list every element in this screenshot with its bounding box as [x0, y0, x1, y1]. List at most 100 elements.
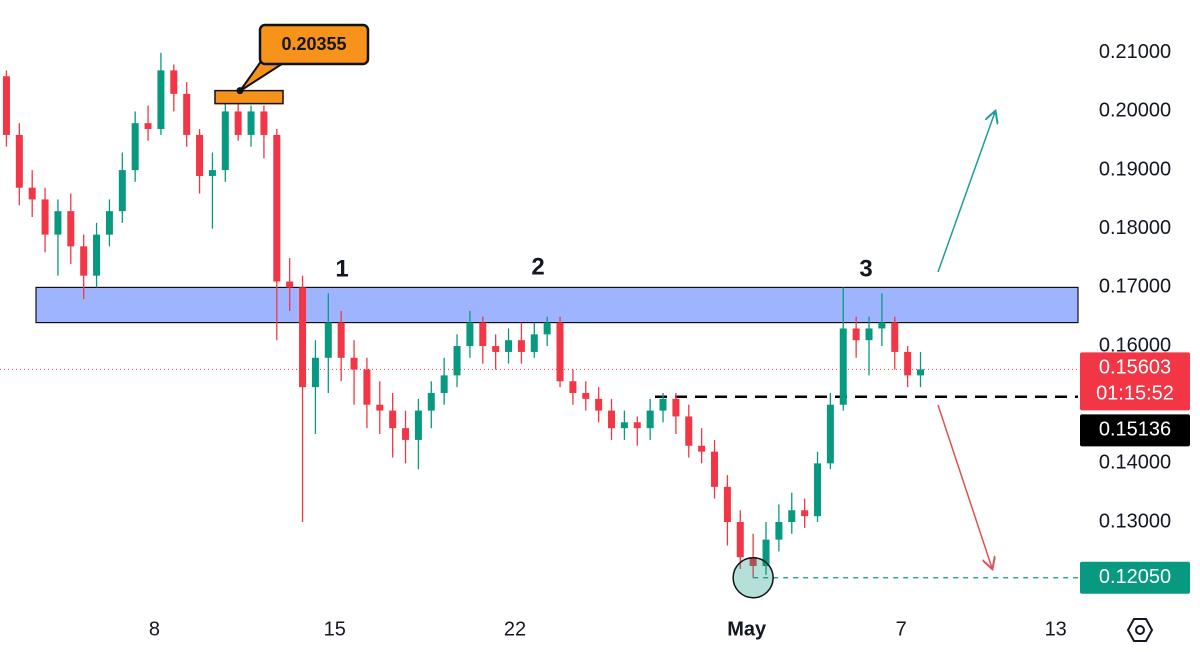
zone-layer: [35, 286, 1079, 324]
candle-body: [582, 392, 590, 399]
level-layer: [0, 368, 1078, 579]
touch-label: 2: [531, 253, 544, 280]
settings-icon[interactable]: [1126, 618, 1154, 642]
y-tick-label: 0.13000: [1099, 510, 1171, 532]
callout-dot: [236, 87, 244, 95]
up-arrow: [937, 112, 995, 273]
y-tick-label: 0.19000: [1099, 158, 1171, 180]
callout-label: 0.20355: [281, 34, 346, 54]
candle-body: [620, 422, 628, 429]
candle-body: [208, 170, 216, 176]
candle-body: [736, 522, 744, 558]
candle-body: [311, 357, 319, 388]
candle-body: [402, 428, 410, 440]
candle-body: [376, 404, 384, 411]
candle-body: [685, 416, 693, 446]
candle-body: [556, 322, 564, 382]
candle-body: [672, 398, 680, 417]
candle-body: [839, 328, 847, 405]
candle-body: [363, 369, 371, 405]
candle-body: [221, 111, 229, 171]
y-tick-label: 0.14000: [1099, 452, 1171, 474]
candle-body: [826, 404, 834, 464]
candle-body: [466, 322, 474, 347]
candle-body: [93, 234, 101, 276]
axis-layer: 0.130000.140000.150000.160000.170000.180…: [149, 41, 1171, 640]
candle-body: [530, 334, 538, 352]
candle-body: [196, 134, 204, 176]
candle-body: [2, 76, 10, 135]
candle-body: [814, 463, 822, 517]
candle-body: [28, 187, 36, 200]
candle-body: [286, 281, 294, 288]
candle-body: [67, 211, 75, 247]
candle-body: [801, 510, 809, 517]
candle-body: [723, 486, 731, 523]
candle-body: [414, 410, 422, 440]
candle-body: [299, 287, 307, 388]
candle-body: [118, 170, 126, 212]
candle-body: [517, 340, 525, 352]
x-tick-label: 13: [1045, 618, 1067, 640]
x-tick-label: 15: [324, 618, 346, 640]
candle-body: [595, 398, 603, 411]
callout-marker: [214, 89, 284, 105]
low-marker: [732, 556, 774, 599]
candle-body: [105, 211, 113, 235]
candle-body: [917, 369, 925, 376]
candle-body: [427, 392, 435, 411]
candle-body: [505, 340, 513, 352]
candle-body: [350, 357, 358, 370]
candle-body: [762, 539, 770, 567]
candle-body: [543, 322, 551, 335]
candle-body: [80, 246, 88, 276]
candle-body: [904, 351, 912, 376]
y-tick-label: 0.21000: [1099, 41, 1171, 63]
candle-body: [788, 510, 796, 523]
candle-body: [479, 322, 487, 347]
candle-body: [15, 134, 23, 188]
candle-body: [273, 134, 281, 282]
countdown-label: 01:15:52: [1096, 383, 1174, 405]
candle-layer: [2, 52, 925, 578]
candle-body: [711, 451, 719, 487]
touch-label: 1: [335, 255, 348, 282]
x-tick-label: 22: [504, 618, 526, 640]
candle-body: [324, 322, 332, 358]
candle-body: [891, 322, 899, 352]
candle-body: [492, 346, 500, 352]
candle-body: [183, 93, 191, 135]
annotation-layer: 1 2 3 0.20355: [214, 23, 1154, 642]
y-tick-label: 0.17000: [1099, 276, 1171, 298]
y-tick-label: 0.18000: [1099, 217, 1171, 239]
candle-body: [698, 445, 706, 452]
candle-body: [41, 199, 49, 235]
candle-body: [608, 410, 616, 429]
resistance-zone: [35, 286, 1079, 324]
touch-label: 3: [859, 255, 872, 282]
support-tag: [1080, 414, 1190, 447]
price-tags: 0.15603 01:15:52 0.15136 0.12050: [1080, 352, 1190, 594]
current-price-tag: [1080, 352, 1190, 411]
candle-body: [878, 322, 886, 329]
candle-body: [865, 328, 873, 341]
candle-body: [170, 70, 178, 94]
candle-body: [337, 322, 345, 358]
candle-body: [440, 375, 448, 393]
candle-body: [260, 111, 268, 135]
candle-body: [144, 123, 152, 130]
y-tick-label: 0.16000: [1099, 334, 1171, 356]
candle-body: [453, 346, 461, 376]
x-tick-label: 8: [149, 618, 160, 640]
x-tick-label: May: [727, 618, 767, 640]
candle-body: [234, 111, 242, 135]
current-price-label: 0.15603: [1099, 357, 1171, 379]
candle-body: [247, 111, 255, 135]
candle-body: [569, 381, 577, 393]
low-label: 0.12050: [1099, 566, 1171, 588]
candle-body: [131, 123, 139, 171]
candle-body: [389, 410, 397, 429]
